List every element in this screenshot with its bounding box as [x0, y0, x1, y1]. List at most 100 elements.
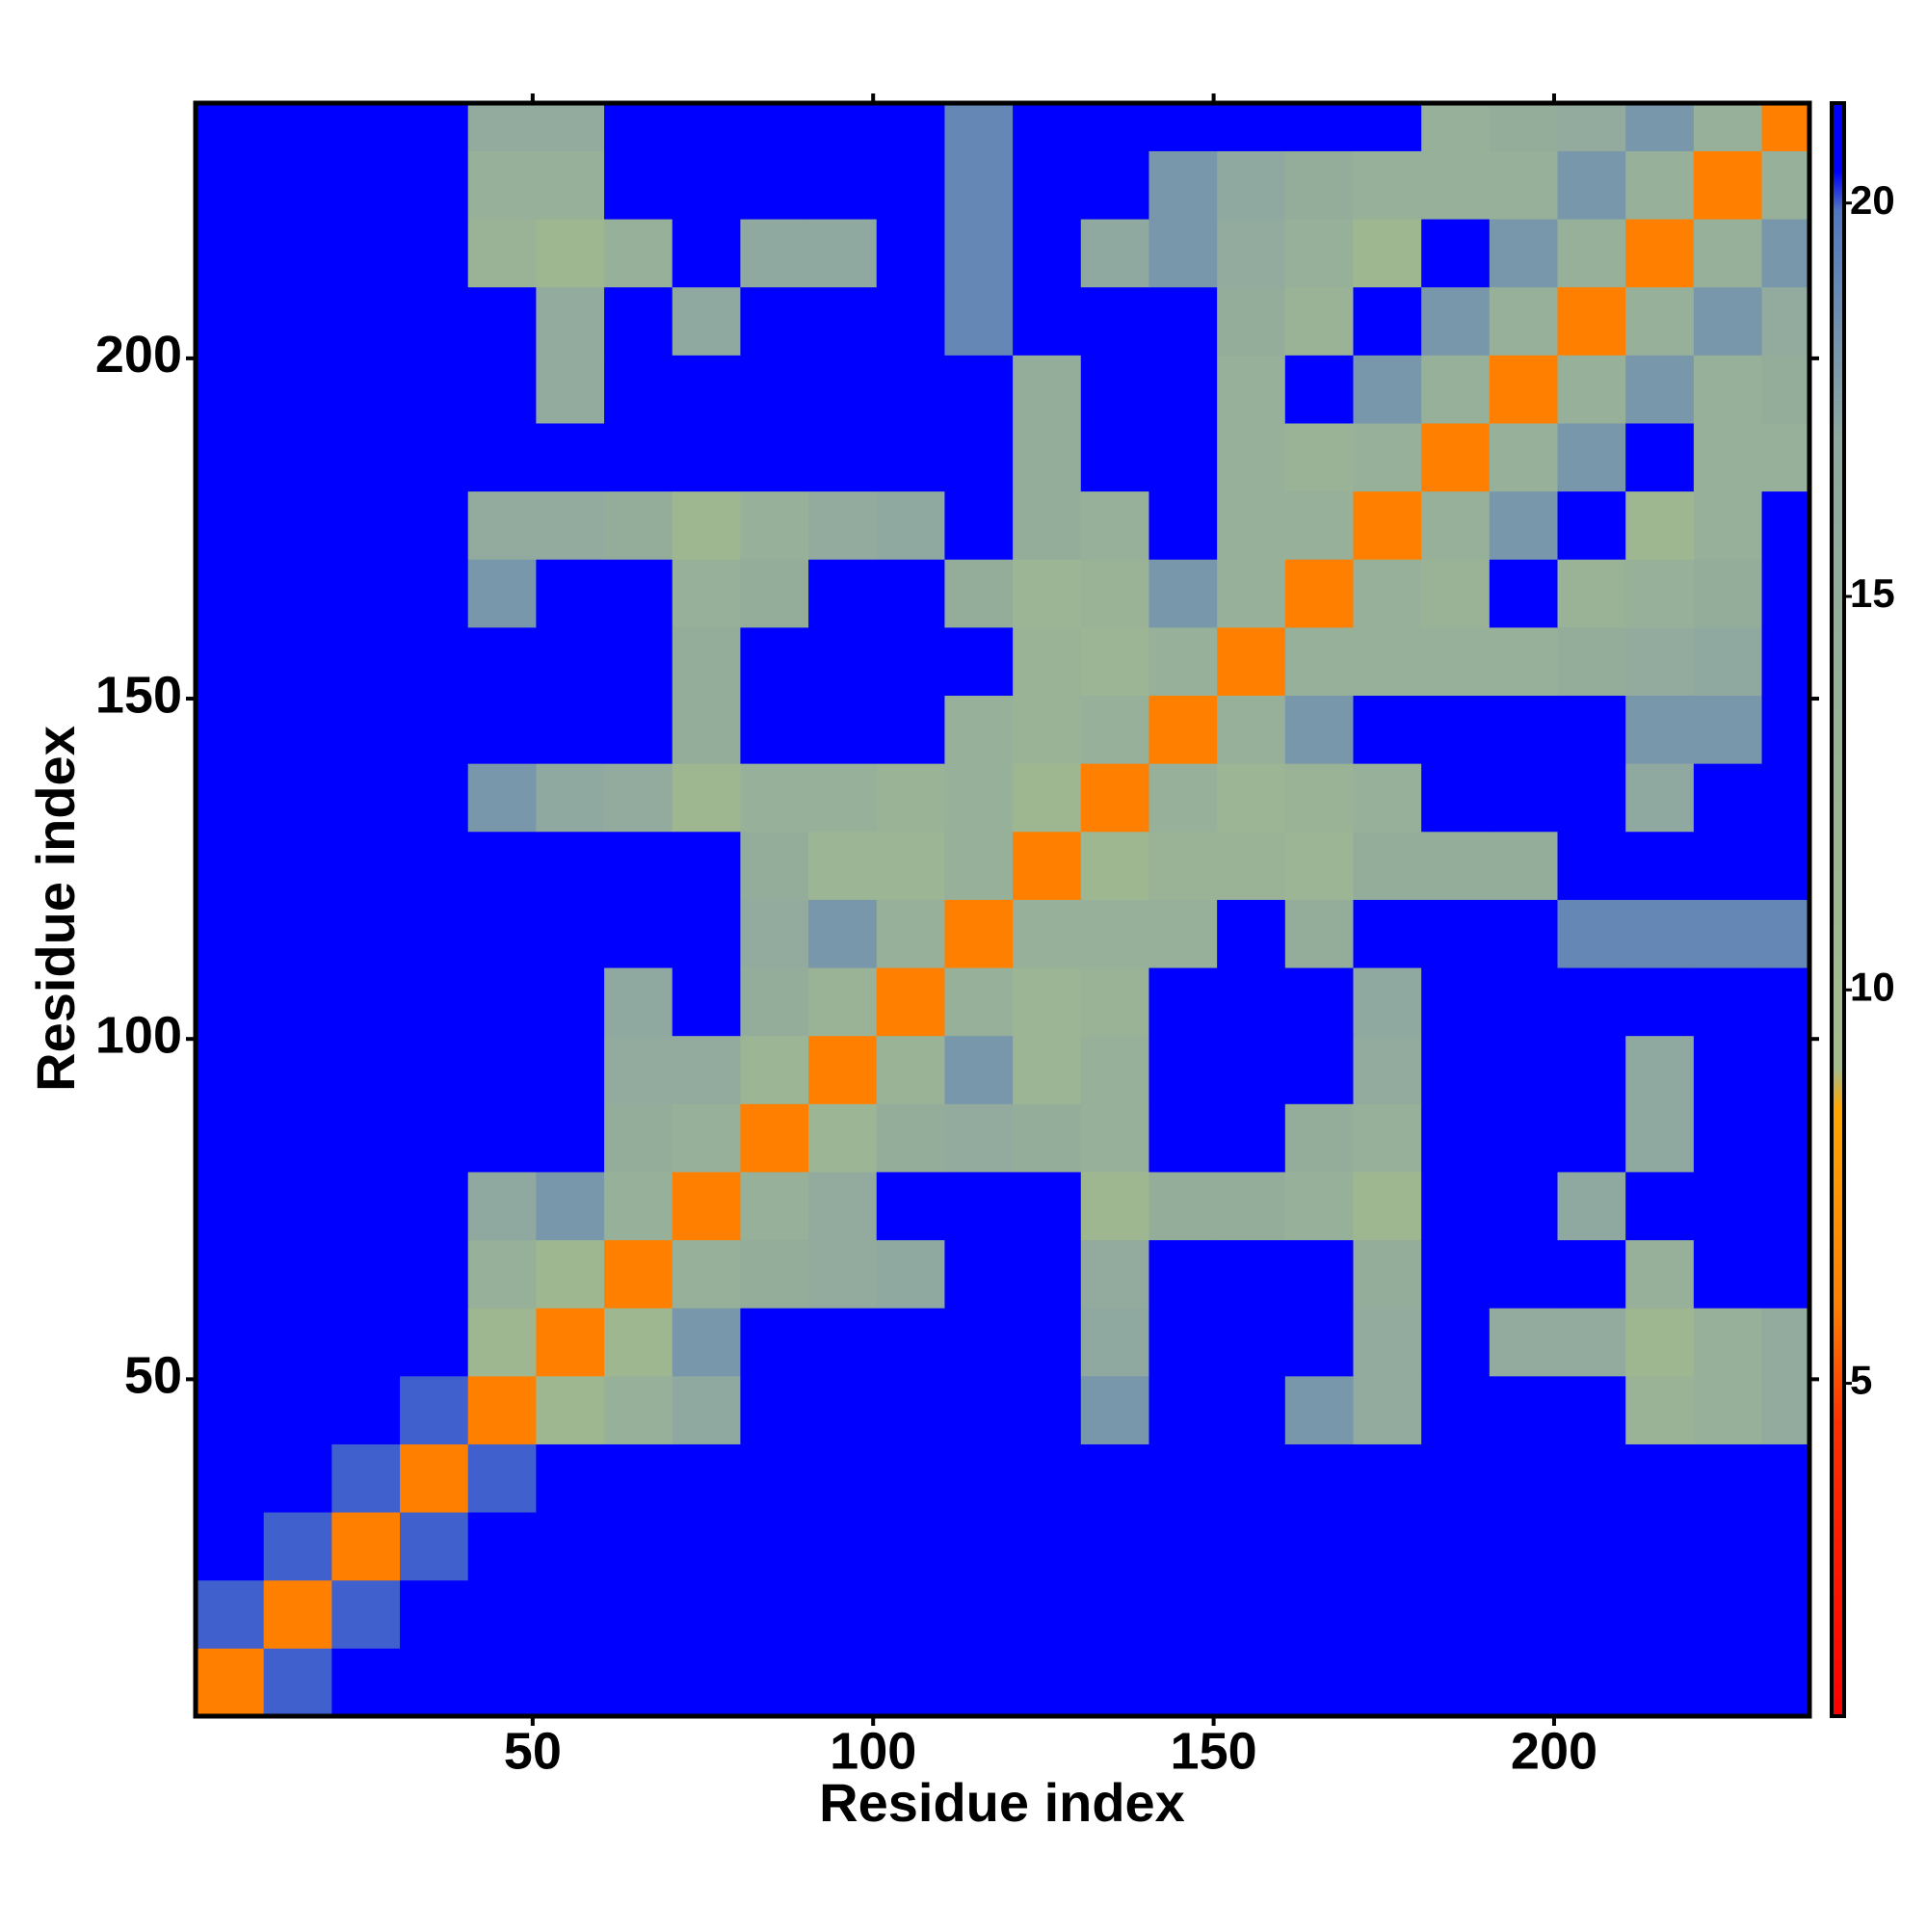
heatmap-cell [467, 1103, 537, 1173]
heatmap-cell [1148, 1171, 1218, 1241]
heatmap-cell [1217, 103, 1286, 151]
heatmap-cell [1489, 422, 1559, 492]
heatmap-cell [400, 1443, 469, 1513]
heatmap-cell [1693, 831, 1763, 900]
heatmap-cell [1625, 1512, 1695, 1581]
heatmap-cell [876, 763, 945, 833]
heatmap-cell [1148, 967, 1218, 1037]
heatmap-cell [1625, 219, 1695, 288]
heatmap-cell [263, 150, 332, 220]
heatmap-cell [672, 967, 741, 1037]
heatmap-cell [1353, 1035, 1422, 1104]
heatmap-cell [740, 150, 809, 220]
heatmap-cell [1284, 695, 1354, 764]
heatmap-cell [1013, 150, 1082, 220]
heatmap-cell [1557, 103, 1626, 151]
heatmap-cell [1557, 967, 1626, 1037]
heatmap-cell [263, 1512, 332, 1581]
heatmap-cell [1421, 1648, 1491, 1717]
heatmap-cell [1421, 1375, 1491, 1444]
heatmap-cell [1557, 355, 1626, 424]
heatmap-cell [1557, 286, 1626, 356]
heatmap-cell [1353, 1171, 1422, 1241]
heatmap-cell [467, 626, 537, 697]
heatmap-cell [400, 219, 469, 288]
heatmap-cell [467, 490, 537, 560]
y-tick-label: 100 [95, 1006, 182, 1064]
heatmap-cell [331, 763, 401, 833]
heatmap-cell [263, 695, 332, 764]
heatmap-cell [1761, 1035, 1810, 1104]
heatmap-cell [1217, 695, 1286, 764]
heatmap-cell [1353, 1512, 1422, 1581]
heatmap-cell [876, 1103, 945, 1173]
heatmap-cell [263, 1443, 332, 1513]
heatmap-cell [1217, 286, 1286, 356]
heatmap-cell [876, 490, 945, 560]
x-tick-label: 200 [1511, 1722, 1597, 1780]
heatmap-cell [400, 1579, 469, 1649]
heatmap-cell [196, 1171, 265, 1241]
heatmap-cell [1421, 1308, 1491, 1377]
heatmap-cell [672, 422, 741, 492]
heatmap-cell [536, 967, 605, 1037]
heatmap-cell [1284, 626, 1354, 697]
heatmap-cell [740, 1648, 809, 1717]
heatmap-cell [1489, 1579, 1559, 1649]
plot-frame [193, 100, 1812, 1719]
heatmap-cell [331, 422, 401, 492]
heatmap-cell [1625, 103, 1695, 151]
heatmap-cell [467, 763, 537, 833]
heatmap-cell [604, 1035, 673, 1104]
heatmap-cell [1761, 150, 1810, 220]
heatmap-cell [1013, 1239, 1082, 1309]
heatmap-cell [944, 1035, 1014, 1104]
heatmap-cell [1284, 103, 1354, 151]
heatmap-cell [740, 103, 809, 151]
heatmap-cell [604, 763, 673, 833]
heatmap-cell [1217, 1239, 1286, 1309]
heatmap-cell [400, 1375, 469, 1444]
heatmap-cell [808, 1103, 878, 1173]
heatmap-cell [740, 695, 809, 764]
heatmap-cell [604, 150, 673, 220]
heatmap-cell [536, 150, 605, 220]
heatmap-cell [1217, 490, 1286, 560]
heatmap-cell [1080, 695, 1149, 764]
heatmap-cell [740, 1443, 809, 1513]
heatmap-cell [1489, 967, 1559, 1037]
heatmap-cell [1353, 626, 1422, 697]
heatmap-cell [1013, 219, 1082, 288]
heatmap-cell [1421, 286, 1491, 356]
heatmap-cell [536, 1035, 605, 1104]
colorbar [1830, 101, 1846, 1718]
heatmap-cell [263, 626, 332, 697]
heatmap-cell [331, 219, 401, 288]
heatmap-cell [263, 1308, 332, 1377]
heatmap-cell [400, 1648, 469, 1717]
heatmap-cell [876, 695, 945, 764]
heatmap-cell [1625, 1239, 1695, 1309]
heatmap-cell [808, 1648, 878, 1717]
heatmap-cell [1625, 1375, 1695, 1444]
heatmap-cell [1353, 559, 1422, 628]
heatmap-cell [1284, 899, 1354, 968]
heatmap-cell [1693, 1648, 1763, 1717]
heatmap-cell [1080, 967, 1149, 1037]
heatmap-cell [672, 1648, 741, 1717]
heatmap-cell [1421, 1512, 1491, 1581]
heatmap-cell [1421, 422, 1491, 492]
heatmap-cell [331, 355, 401, 424]
heatmap-cell [1761, 1375, 1810, 1444]
heatmap-cell [263, 422, 332, 492]
heatmap-cell [1353, 1443, 1422, 1513]
heatmap-cell [672, 286, 741, 356]
heatmap-cell [1693, 490, 1763, 560]
heatmap-cell [1557, 1103, 1626, 1173]
heatmap-cell [536, 490, 605, 560]
heatmap-cell [1148, 1443, 1218, 1513]
heatmap-cell [1080, 1648, 1149, 1717]
y-tick-label: 200 [95, 326, 182, 384]
heatmap-cell [1625, 899, 1695, 968]
heatmap-cell [808, 103, 878, 151]
